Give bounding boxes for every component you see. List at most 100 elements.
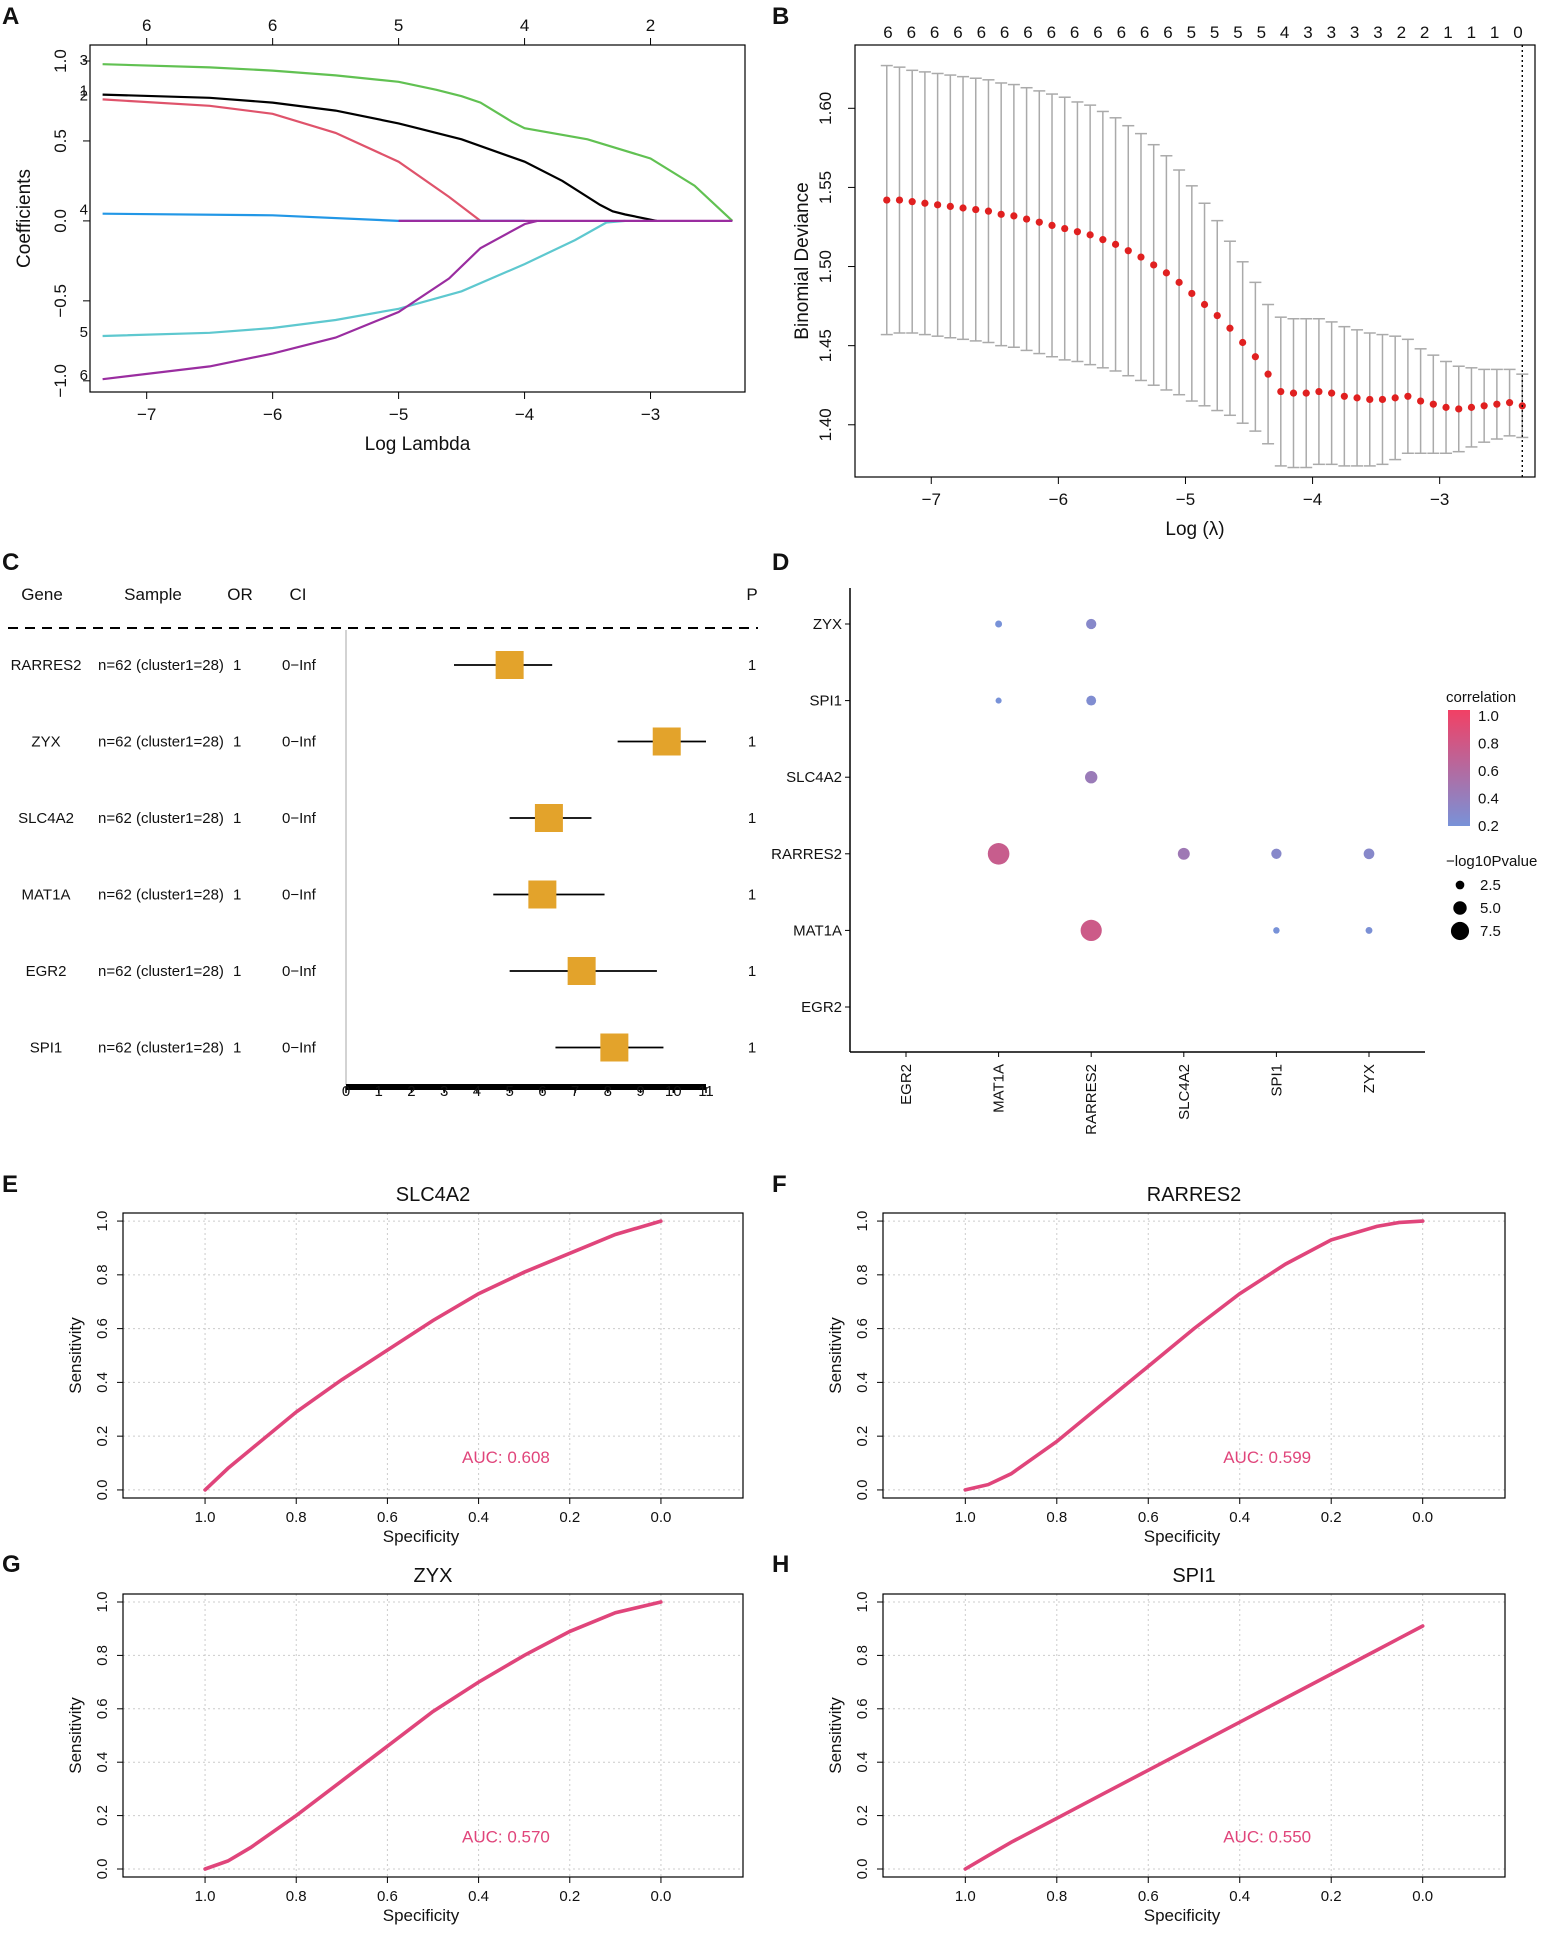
x-tick-label: 5 bbox=[505, 1083, 513, 1100]
auc-label: AUC: 0.599 bbox=[1223, 1448, 1311, 1467]
deviance-point bbox=[1455, 405, 1463, 413]
coefficient-path-1 bbox=[102, 93, 658, 222]
ci-label: 0−Inf bbox=[282, 963, 317, 980]
top-tick-label: 6 bbox=[142, 16, 151, 35]
deviance-point bbox=[1417, 397, 1425, 405]
x-tick-label: −4 bbox=[515, 405, 534, 424]
x-tick-label: 1.0 bbox=[955, 1509, 976, 1526]
deviance-point bbox=[1124, 247, 1132, 255]
correlation-dot bbox=[1363, 848, 1375, 860]
x-axis-title: Specificity bbox=[383, 1527, 460, 1546]
roc-curve bbox=[203, 1219, 663, 1492]
deviance-point bbox=[883, 196, 891, 204]
deviance-point bbox=[1073, 228, 1082, 236]
y-tick-label: 0.4 bbox=[94, 1752, 111, 1773]
size-legend-dot bbox=[1455, 880, 1465, 890]
x-category-label: SPI1 bbox=[1268, 1064, 1285, 1097]
sample-label: n=62 (cluster1=28) bbox=[98, 734, 224, 751]
deviance-point bbox=[1150, 261, 1158, 269]
deviance-point bbox=[984, 207, 993, 215]
coefficient-path-5 bbox=[102, 219, 626, 338]
deviance-point bbox=[1022, 215, 1031, 223]
top-tick-label: 3 bbox=[1350, 23, 1359, 42]
deviance-point bbox=[997, 210, 1005, 218]
x-tick-label: 6 bbox=[538, 1083, 546, 1100]
or-label: 1 bbox=[233, 657, 241, 674]
correlation-dot bbox=[995, 697, 1002, 704]
gene-label: EGR2 bbox=[26, 963, 67, 980]
y-tick-label: 0.5 bbox=[51, 129, 70, 153]
deviance-point bbox=[1188, 289, 1196, 298]
x-tick-label: 0.6 bbox=[377, 1888, 398, 1905]
x-tick-label: 0.8 bbox=[1046, 1888, 1067, 1905]
coefficient-path-6 bbox=[102, 219, 538, 381]
top-tick-label: 6 bbox=[1023, 23, 1032, 42]
y-category-label: EGR2 bbox=[801, 999, 842, 1016]
gene-label: ZYX bbox=[31, 734, 60, 751]
panel-h-roc-curve: SPI1 1.0 0.8 0.6 0.4 0.2 0.0 0.0 0.2 0.4 0.6 0.8 1.0… bbox=[826, 1565, 1506, 1925]
y-tick-label: −0.5 bbox=[51, 284, 70, 318]
panel-letter-h: H bbox=[772, 1551, 789, 1578]
ci-label: 0−Inf bbox=[282, 734, 317, 751]
y-tick-label: 0.0 bbox=[94, 1480, 111, 1501]
color-bar-label: 0.8 bbox=[1478, 736, 1499, 753]
forest-header: P bbox=[746, 585, 757, 604]
or-label: 1 bbox=[233, 734, 241, 751]
roc-curve bbox=[963, 1219, 1425, 1492]
x-tick-label: 0.4 bbox=[468, 1888, 489, 1905]
x-tick-label: 0.2 bbox=[559, 1509, 580, 1526]
x-tick-label: −5 bbox=[389, 405, 408, 424]
or-label: 1 bbox=[233, 1040, 241, 1057]
top-tick-label: 1 bbox=[1467, 23, 1476, 42]
top-tick-label: 6 bbox=[1047, 23, 1056, 42]
x-axis-title: Log Lambda bbox=[365, 434, 471, 455]
p-label: 1 bbox=[748, 734, 756, 751]
y-tick-label: 0.2 bbox=[94, 1805, 111, 1826]
color-bar-label: 1.0 bbox=[1478, 708, 1499, 725]
deviance-point bbox=[1111, 240, 1120, 248]
deviance-point bbox=[1061, 224, 1069, 233]
deviance-point bbox=[1239, 338, 1247, 347]
top-tick-label: 6 bbox=[1163, 23, 1172, 42]
x-axis-title: Specificity bbox=[1144, 1527, 1221, 1546]
y-tick-label: 1.0 bbox=[854, 1592, 871, 1613]
top-tick-label: 4 bbox=[1280, 23, 1289, 42]
panel-letter-a: A bbox=[2, 3, 19, 30]
deviance-point bbox=[1099, 236, 1107, 244]
y-tick-label: 0.6 bbox=[854, 1698, 871, 1719]
x-axis-title: Specificity bbox=[383, 1906, 460, 1925]
panel-letter-e: E bbox=[2, 1171, 18, 1198]
deviance-point bbox=[895, 196, 904, 204]
or-box bbox=[567, 957, 596, 985]
y-category-label: SLC4A2 bbox=[786, 769, 842, 786]
panel-letter-d: D bbox=[772, 549, 789, 576]
y-tick-label: 0.6 bbox=[94, 1318, 111, 1339]
y-category-label: ZYX bbox=[813, 616, 842, 633]
panel-letter-f: F bbox=[772, 1171, 787, 1198]
deviance-point bbox=[934, 201, 942, 209]
correlation-dot bbox=[1086, 618, 1097, 630]
y-tick-label: 0.2 bbox=[854, 1426, 871, 1447]
size-legend-label: 2.5 bbox=[1480, 877, 1501, 894]
y-category-label: SPI1 bbox=[809, 693, 842, 710]
y-tick-label: 1.0 bbox=[94, 1211, 111, 1232]
path-label-6: 6 bbox=[80, 367, 88, 384]
p-label: 1 bbox=[748, 963, 756, 980]
y-tick-label: 0.2 bbox=[854, 1805, 871, 1826]
or-box bbox=[495, 651, 524, 679]
correlation-dot bbox=[1271, 848, 1282, 859]
ci-label: 0−Inf bbox=[282, 1040, 317, 1057]
x-tick-label: 0.6 bbox=[1138, 1888, 1159, 1905]
y-tick-label: 0.0 bbox=[854, 1859, 871, 1880]
x-tick-label: −6 bbox=[1049, 490, 1068, 509]
x-tick-label: −3 bbox=[641, 405, 660, 424]
panel-a-coefficient-paths: −7 6 −6 6 −5 5 −4 4 −3 2 −1.0 −0.5 0.0 0.5 1.0 Log Lamb… bbox=[14, 16, 746, 455]
x-tick-label: 0.2 bbox=[1321, 1888, 1342, 1905]
correlation-dot bbox=[1085, 771, 1098, 784]
x-tick-label: 0.4 bbox=[468, 1509, 489, 1526]
path-label-5: 5 bbox=[80, 324, 88, 341]
top-tick-label: 5 bbox=[1210, 23, 1219, 42]
coefficient-path-2 bbox=[102, 98, 482, 222]
deviance-point bbox=[1353, 394, 1361, 402]
top-tick-label: 3 bbox=[1303, 23, 1312, 42]
